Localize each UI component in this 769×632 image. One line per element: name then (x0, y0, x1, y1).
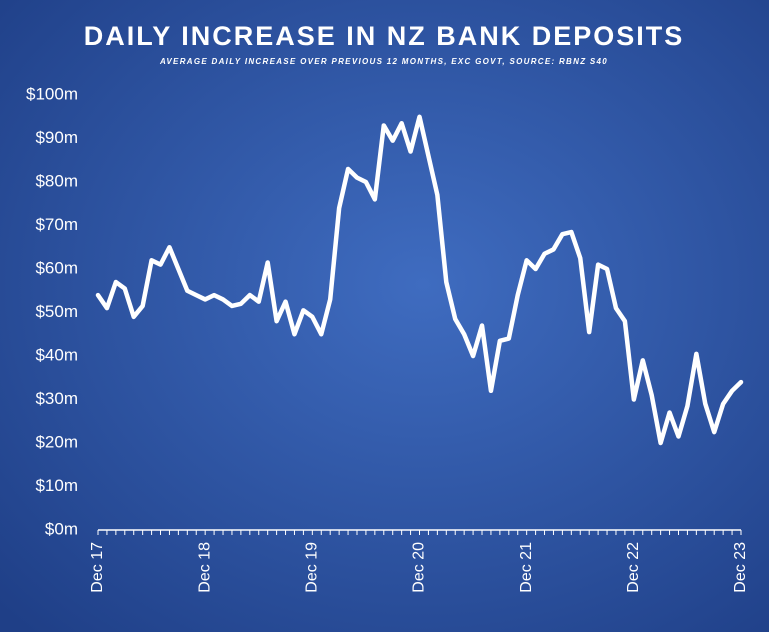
x-tick-label: Dec 19 (304, 542, 321, 593)
y-tick-label: $80m (35, 171, 78, 190)
x-tick-label: Dec 22 (625, 542, 642, 593)
x-tick-label: Dec 18 (196, 542, 213, 593)
chart-title: DAILY INCREASE IN NZ BANK DEPOSITS (84, 21, 685, 51)
y-tick-label: $0m (45, 519, 78, 538)
y-tick-label: $20m (35, 432, 78, 451)
y-tick-label: $40m (35, 345, 78, 364)
y-tick-label: $30m (35, 389, 78, 408)
x-tick-label: Dec 21 (518, 542, 535, 593)
line (95, 114, 744, 446)
y-tick-label: $100m (26, 84, 78, 103)
x-tick-label: Dec 20 (411, 542, 428, 593)
x-tick-label: Dec 17 (89, 542, 106, 593)
y-tick-label: $60m (35, 258, 78, 277)
chart-subtitle: AVERAGE DAILY INCREASE OVER PREVIOUS 12 … (159, 57, 608, 66)
y-tick-label: $70m (35, 215, 78, 234)
y-tick-label: $10m (35, 476, 78, 495)
x-tick-label: Dec 23 (732, 542, 749, 593)
y-tick-label: $50m (35, 302, 78, 321)
y-tick-label: $90m (35, 128, 78, 147)
